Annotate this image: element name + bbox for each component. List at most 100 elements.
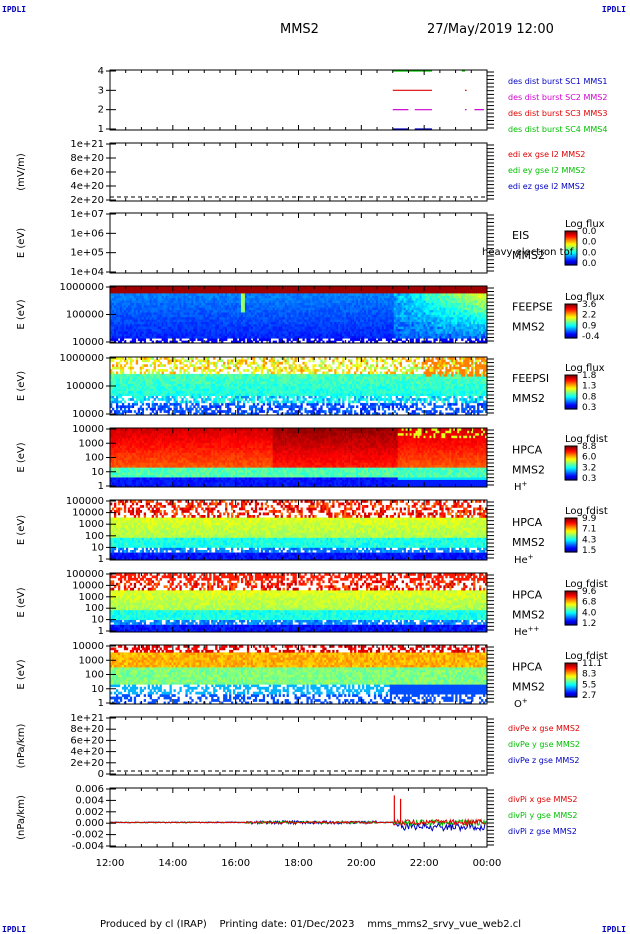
heatmap-cell [110, 297, 113, 301]
heatmap-cell [328, 295, 331, 299]
heatmap-cell [231, 307, 234, 311]
heatmap-cell [310, 335, 313, 339]
heatmap-cell [133, 316, 137, 320]
heatmap-cell [149, 290, 152, 294]
heatmap-cell [252, 338, 256, 341]
heatmap-cell [385, 288, 389, 292]
heatmap-cell [350, 319, 353, 322]
heatmap-cell [342, 286, 345, 289]
heatmap-cell [449, 312, 452, 315]
heatmap-cell [155, 309, 158, 313]
heatmap-cell [352, 312, 355, 315]
heatmap-cell [302, 335, 305, 339]
heatmap-cell [179, 319, 182, 322]
heatmap-cell [381, 288, 385, 292]
heatmap-cell [159, 307, 162, 311]
heatmap-cell [314, 297, 317, 301]
heatmap-cell [268, 293, 272, 296]
heatmap-cell [242, 295, 246, 299]
heatmap-cell [141, 326, 145, 330]
heatmap-cell [129, 335, 133, 339]
heatmap-cell [131, 326, 135, 330]
heatmap-cell [169, 305, 172, 308]
heatmap-cell [268, 312, 272, 315]
heatmap-cell [439, 319, 442, 322]
heatmap-cell [167, 293, 170, 296]
heatmap-cell [262, 338, 266, 341]
heatmap-cell [141, 319, 145, 322]
heatmap-cell [397, 314, 400, 318]
heatmap-cell [135, 333, 139, 337]
heatmap-cell [342, 302, 345, 306]
heatmap-cell [437, 319, 440, 322]
heatmap-cell [131, 288, 135, 292]
heatmap-cell [161, 312, 164, 315]
heatmap-cell [348, 288, 351, 292]
heatmap-cell [229, 307, 232, 311]
heatmap-cell [348, 297, 351, 301]
heatmap-cell [383, 335, 387, 339]
heatmap-cell [113, 295, 117, 299]
heatmap-cell [445, 307, 448, 311]
heatmap-cell [485, 333, 488, 337]
heatmap-cell [231, 340, 234, 344]
heatmap-cell [264, 333, 268, 337]
heatmap-cell [264, 302, 268, 306]
heatmap-cell [119, 286, 123, 289]
heatmap-cell [477, 290, 480, 294]
heatmap-cell [431, 321, 434, 325]
heatmap-cell [336, 300, 339, 303]
heatmap-cell [127, 383, 131, 387]
heatmap-cell [153, 316, 156, 320]
heatmap-cell [181, 333, 184, 337]
heatmap-cell [248, 309, 252, 313]
heatmap-cell [350, 300, 353, 303]
heatmap-cell [308, 300, 311, 303]
heatmap-cell [356, 338, 359, 341]
heatmap-cell [143, 326, 147, 330]
heatmap-cell [149, 338, 152, 341]
heatmap-cell [395, 328, 399, 332]
heatmap-cell [385, 297, 389, 301]
heatmap-cell [300, 302, 303, 306]
heatmap-cell [397, 319, 400, 322]
heatmap-cell [457, 295, 460, 299]
heatmap-cell [352, 286, 355, 289]
heatmap-cell [369, 324, 373, 327]
heatmap-cell [294, 302, 297, 306]
heatmap-cell [405, 316, 408, 320]
heatmap-cell [129, 307, 133, 311]
heatmap-cell [312, 331, 315, 334]
heatmap-cell [252, 324, 256, 327]
heatmap-cell [423, 309, 426, 313]
heatmap-cell [171, 328, 174, 332]
heatmap-cell [292, 328, 295, 332]
heatmap-cell [219, 307, 222, 311]
heatmap-cell [457, 286, 460, 289]
heatmap-cell [139, 297, 143, 301]
heatmap-cell [262, 333, 266, 337]
heatmap-cell [425, 290, 428, 294]
heatmap-cell [284, 321, 287, 325]
heatmap-cell [157, 312, 160, 315]
heatmap-cell [379, 305, 383, 308]
heatmap-cell [215, 297, 218, 301]
heatmap-cell [391, 335, 395, 339]
heatmap-cell [183, 288, 186, 292]
heatmap-cell [318, 312, 321, 315]
heatmap-cell [441, 305, 444, 308]
heatmap-cell [413, 297, 416, 301]
heatmap-cell [276, 324, 279, 327]
heatmap-cell [215, 324, 218, 327]
heatmap-cell [169, 286, 172, 289]
heatmap-cell [129, 316, 133, 320]
heatmap-cell [365, 333, 369, 337]
heatmap-cell [262, 319, 266, 322]
heatmap-cell [457, 290, 460, 294]
heatmap-cell [173, 340, 176, 344]
heatmap-cell [252, 316, 256, 320]
heatmap-cell [193, 300, 196, 303]
heatmap-cell [363, 335, 367, 339]
heatmap-cell [459, 316, 462, 320]
heatmap-cell [324, 312, 327, 315]
